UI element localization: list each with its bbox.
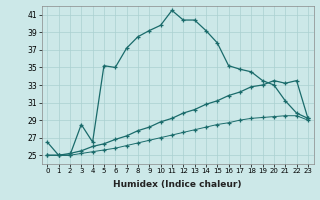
X-axis label: Humidex (Indice chaleur): Humidex (Indice chaleur) bbox=[113, 180, 242, 189]
